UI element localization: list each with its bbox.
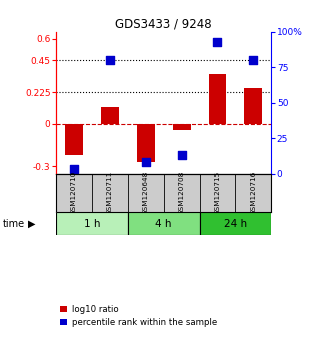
Text: GSM120715: GSM120715 <box>214 171 221 215</box>
Point <box>143 159 148 165</box>
Text: time: time <box>3 219 25 229</box>
Bar <box>56 212 128 235</box>
Point <box>179 152 184 158</box>
Text: GSM120648: GSM120648 <box>143 171 149 215</box>
Title: GDS3433 / 9248: GDS3433 / 9248 <box>115 18 212 31</box>
Text: ▶: ▶ <box>28 219 36 229</box>
Bar <box>137 124 155 162</box>
Bar <box>65 124 83 155</box>
Point <box>107 57 112 63</box>
Bar <box>200 212 271 235</box>
Point <box>215 39 220 45</box>
Bar <box>128 212 200 235</box>
Text: GSM120716: GSM120716 <box>250 171 256 215</box>
Bar <box>173 124 191 130</box>
Point <box>251 57 256 63</box>
Bar <box>209 74 226 124</box>
Legend: log10 ratio, percentile rank within the sample: log10 ratio, percentile rank within the … <box>60 305 217 327</box>
Text: 4 h: 4 h <box>155 219 172 229</box>
Text: GSM120708: GSM120708 <box>178 171 185 215</box>
Text: GSM120711: GSM120711 <box>107 171 113 215</box>
Text: 1 h: 1 h <box>84 219 100 229</box>
Bar <box>244 88 262 124</box>
Text: GSM120710: GSM120710 <box>71 171 77 215</box>
Point <box>72 166 77 172</box>
Text: 24 h: 24 h <box>224 219 247 229</box>
Bar <box>101 107 119 124</box>
